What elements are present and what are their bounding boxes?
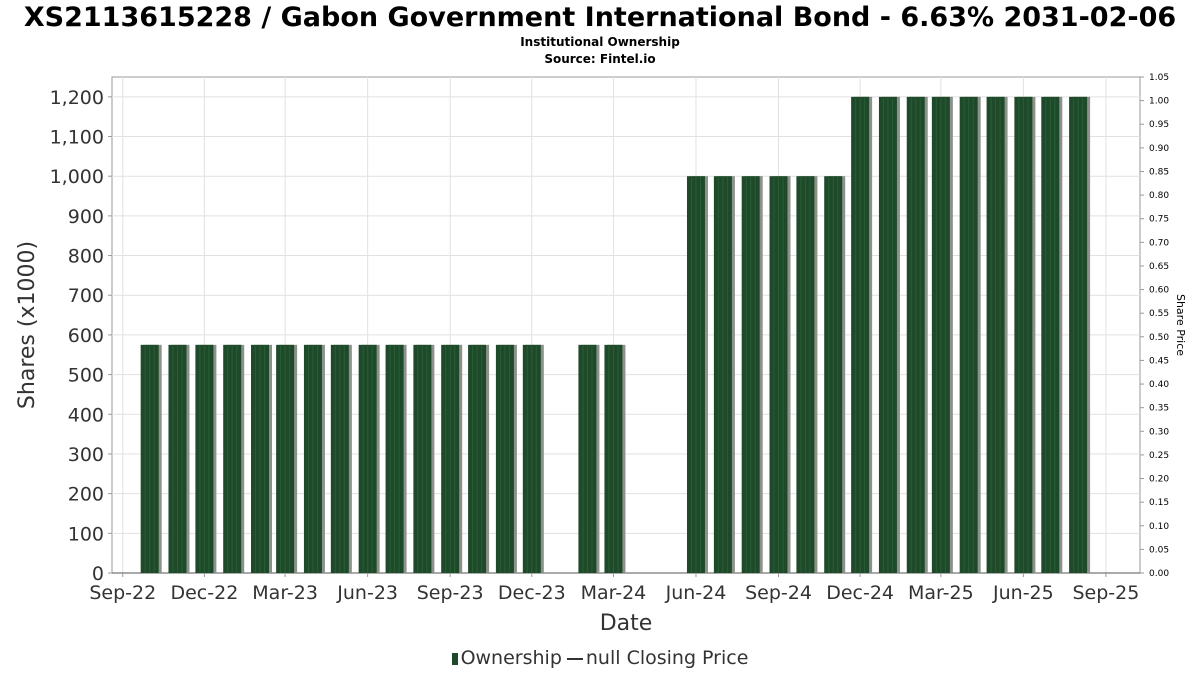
x-tick-label: Sep-22 [89, 582, 156, 604]
x-tick-label: Sep-24 [745, 582, 812, 604]
y2-tick-label: 0.50 [1149, 333, 1169, 343]
x-tick-label: Mar-23 [252, 582, 318, 604]
x-tick-label: Dec-23 [498, 582, 566, 604]
y2-tick-label: 0.95 [1149, 120, 1169, 130]
chart-source: Source: Fintel.io [544, 52, 656, 66]
y-tick-label: 300 [68, 444, 104, 466]
y2-tick-label: 1.00 [1149, 97, 1169, 107]
y2-tick-label: 0.70 [1149, 238, 1169, 248]
y2-tick-label: 0.25 [1149, 451, 1169, 461]
y-tick-label: 200 [68, 484, 104, 506]
y2-tick-label: 0.85 [1149, 167, 1169, 177]
y2-tick-label: 0.75 [1149, 215, 1169, 225]
chart-title: XS2113615228 / Gabon Government Internat… [23, 2, 1177, 33]
y2-tick-label: 0.65 [1149, 262, 1169, 272]
x-tick-label: Jun-24 [665, 582, 727, 604]
y2-tick-label: 0.00 [1149, 569, 1169, 579]
x-tick-label: Mar-24 [581, 582, 647, 604]
y-tick-label: 1,000 [50, 166, 104, 188]
legend: Ownership null Closing Price [0, 647, 1200, 669]
y2-tick-label: 0.35 [1149, 404, 1169, 414]
x-tick-label: Mar-25 [908, 582, 974, 604]
y2-axis-ticks: 0.00 0.05 0.10 0.15 0.20 0.25 0.30 0.35 0.40 0.45… [1140, 73, 1169, 579]
legend-price: null Closing Price [585, 647, 749, 669]
x-tick-label: Jun-25 [992, 582, 1054, 604]
legend-ownership: Ownership [460, 647, 562, 669]
y2-tick-label: 0.90 [1149, 144, 1169, 154]
y2-tick-label: 0.15 [1149, 498, 1169, 508]
y-axis-ticks: 0 100 200 300 400 500 600 700 800 900 1,000 1,100 1,… [50, 87, 112, 585]
x-tick-label: Dec-22 [170, 582, 238, 604]
y2-tick-label: 0.45 [1149, 356, 1169, 366]
x-tick-label: Sep-25 [1072, 582, 1139, 604]
y2-tick-label: 0.55 [1149, 309, 1169, 319]
y2-tick-label: 1.05 [1149, 73, 1169, 83]
y-tick-label: 800 [68, 246, 104, 268]
y2-tick-label: 0.20 [1149, 475, 1169, 485]
y2-tick-label: 0.10 [1149, 522, 1169, 532]
y2-axis-label: Share Price [1174, 294, 1187, 356]
y-tick-label: 500 [68, 365, 104, 387]
y-tick-label: 600 [68, 325, 104, 347]
x-tick-label: Sep-23 [417, 582, 484, 604]
x-tick-label: Dec-24 [826, 582, 894, 604]
y-tick-label: 400 [68, 404, 104, 426]
x-axis-ticks: Sep-22 Dec-22 Mar-23 Jun-23 Sep-23 Dec-23 Mar-… [89, 573, 1139, 604]
x-axis-label: Date [600, 611, 653, 636]
price-line-swatch [566, 657, 583, 660]
y-axis-label: Shares (x1000) [15, 241, 40, 409]
y2-tick-label: 0.80 [1149, 191, 1169, 201]
y-tick-label: 900 [68, 206, 104, 228]
y2-tick-label: 0.30 [1149, 427, 1169, 437]
y-tick-label: 1,200 [50, 87, 104, 109]
y-tick-label: 100 [68, 523, 104, 545]
y-tick-label: 0 [92, 563, 104, 585]
ownership-swatch [451, 652, 458, 665]
chart-subtitle: Institutional Ownership [520, 35, 680, 49]
y2-tick-label: 0.60 [1149, 286, 1169, 296]
bars [140, 96, 1091, 573]
y2-tick-label: 0.40 [1149, 380, 1169, 390]
y-tick-label: 700 [68, 285, 104, 307]
y-tick-label: 1,100 [50, 127, 104, 149]
y2-tick-label: 0.05 [1149, 545, 1169, 555]
x-tick-label: Jun-23 [336, 582, 398, 604]
